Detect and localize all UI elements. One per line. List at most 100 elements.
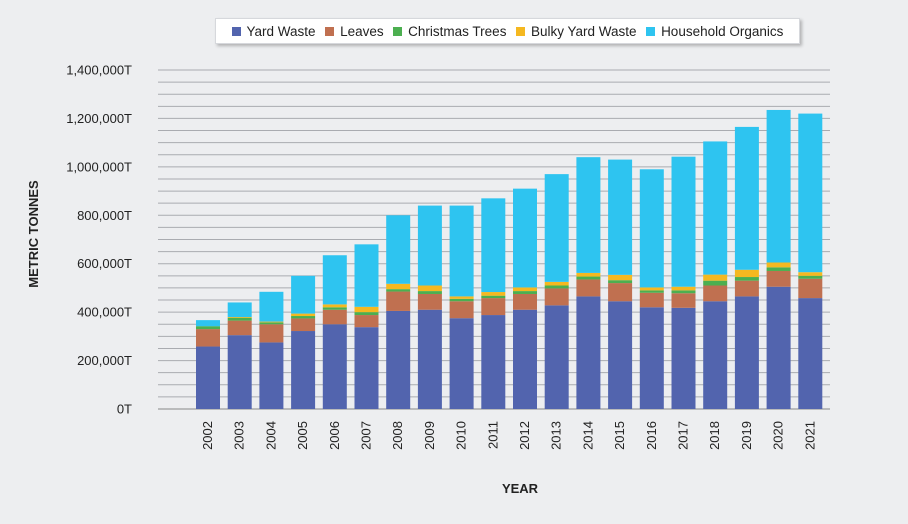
bar-segment bbox=[734, 126, 759, 270]
bar-segment bbox=[798, 298, 823, 409]
bar-segment bbox=[671, 293, 696, 308]
legend-swatch bbox=[515, 26, 525, 36]
bar-segment bbox=[639, 290, 664, 293]
bar-segment bbox=[227, 317, 252, 321]
bar-segment bbox=[386, 289, 411, 292]
bar-segment bbox=[481, 298, 506, 316]
legend-item: Household Organics bbox=[646, 24, 783, 39]
x-tick-label: 2021 bbox=[802, 421, 817, 450]
bar-segment bbox=[734, 296, 759, 409]
bar-segment bbox=[544, 288, 569, 306]
bar-segment bbox=[354, 306, 379, 313]
bar-segment bbox=[196, 346, 220, 409]
legend-swatch bbox=[393, 26, 403, 36]
y-tick-label: 800,000T bbox=[77, 208, 132, 223]
bar-segment bbox=[766, 267, 791, 271]
bar-segment bbox=[259, 324, 284, 343]
bar-segment bbox=[449, 318, 474, 409]
legend-label: Yard Waste bbox=[246, 23, 316, 39]
legend-label: Household Organics bbox=[661, 23, 784, 39]
x-tick-label: 2012 bbox=[517, 421, 532, 450]
bar-segment bbox=[354, 327, 379, 409]
bar-segment bbox=[291, 275, 316, 314]
y-tick-label: 0T bbox=[117, 402, 132, 417]
bar-segment bbox=[291, 318, 316, 332]
bar-segment bbox=[386, 310, 411, 409]
x-tick-label: 2019 bbox=[739, 421, 754, 450]
bar-segment bbox=[544, 174, 569, 282]
bar-segment bbox=[608, 159, 633, 275]
bar-segment bbox=[354, 244, 379, 307]
legend-swatch bbox=[325, 26, 335, 36]
x-tick-label: 2009 bbox=[422, 421, 437, 450]
legend-label: Bulky Yard Waste bbox=[530, 23, 637, 39]
legend-item: Bulky Yard Waste bbox=[515, 23, 637, 39]
bar-segment bbox=[417, 205, 442, 286]
bar-segment bbox=[798, 275, 823, 279]
bar-segment bbox=[481, 198, 506, 293]
bar-segment bbox=[766, 270, 791, 287]
x-tick-label: 2017 bbox=[676, 421, 691, 450]
bar-segment bbox=[544, 305, 569, 409]
y-tick-label: 1,400,000T bbox=[66, 63, 132, 78]
bar-segment bbox=[481, 315, 506, 409]
bar-segment bbox=[639, 307, 664, 409]
bar-segment bbox=[608, 301, 633, 409]
bar-segment bbox=[354, 312, 379, 316]
y-tick-label: 400,000T bbox=[77, 305, 132, 320]
legend-swatch bbox=[231, 26, 241, 36]
bar-segment bbox=[513, 293, 537, 310]
bar-segment bbox=[608, 283, 633, 302]
bar-segment bbox=[576, 157, 601, 273]
bars bbox=[196, 109, 823, 409]
x-tick-label: 2007 bbox=[359, 421, 374, 450]
x-tick-label: 2013 bbox=[549, 421, 564, 450]
bar-segment bbox=[259, 322, 284, 325]
bar-segment bbox=[196, 326, 220, 330]
y-tick-label: 1,200,000T bbox=[66, 111, 132, 126]
bar-segment bbox=[481, 295, 506, 299]
bar-segment bbox=[766, 286, 791, 409]
x-tick-label: 2010 bbox=[454, 421, 469, 450]
bar-segment bbox=[259, 321, 284, 323]
bar-segment bbox=[671, 156, 696, 287]
bar-segment bbox=[703, 285, 728, 302]
legend: Yard Waste Leaves Christmas Trees Bulky Yar… bbox=[215, 18, 800, 44]
bar-segment bbox=[671, 307, 696, 409]
bar-segment bbox=[227, 316, 252, 318]
bar-segment bbox=[227, 335, 252, 409]
bar-segment bbox=[576, 272, 601, 277]
bar-segment bbox=[639, 287, 664, 291]
bar-segment bbox=[227, 302, 252, 317]
bar-segment bbox=[513, 188, 537, 288]
bar-segment bbox=[354, 315, 379, 328]
y-tick-label: 200,000T bbox=[77, 353, 132, 368]
bar-segment bbox=[449, 205, 474, 297]
legend-swatch bbox=[646, 26, 656, 36]
bar-segment bbox=[576, 296, 601, 409]
bar-segment bbox=[227, 320, 252, 336]
x-tick-label: 2015 bbox=[612, 421, 627, 450]
bar-segment bbox=[513, 291, 537, 294]
bar-segment bbox=[291, 331, 316, 409]
legend-item: Christmas Trees bbox=[393, 24, 506, 39]
bar-segment bbox=[322, 255, 347, 305]
bar-segment bbox=[322, 307, 347, 310]
bar-segment bbox=[417, 293, 442, 310]
x-tick-label: 2005 bbox=[295, 421, 310, 450]
bar-segment bbox=[608, 280, 633, 284]
bar-segment bbox=[322, 309, 347, 325]
legend-item: Yard Waste bbox=[231, 23, 316, 39]
bar-segment bbox=[417, 285, 442, 292]
bar-segment bbox=[766, 262, 791, 268]
bar-segment bbox=[481, 292, 506, 296]
bar-segment bbox=[608, 274, 633, 281]
x-tick-label: 2018 bbox=[707, 421, 722, 450]
bar-segment bbox=[322, 304, 347, 308]
bar-segment bbox=[671, 286, 696, 291]
bar-segment bbox=[734, 269, 759, 278]
bar-segment bbox=[703, 301, 728, 409]
bar-segment bbox=[544, 285, 569, 289]
y-axis-title: METRIC TONNES bbox=[26, 180, 41, 288]
